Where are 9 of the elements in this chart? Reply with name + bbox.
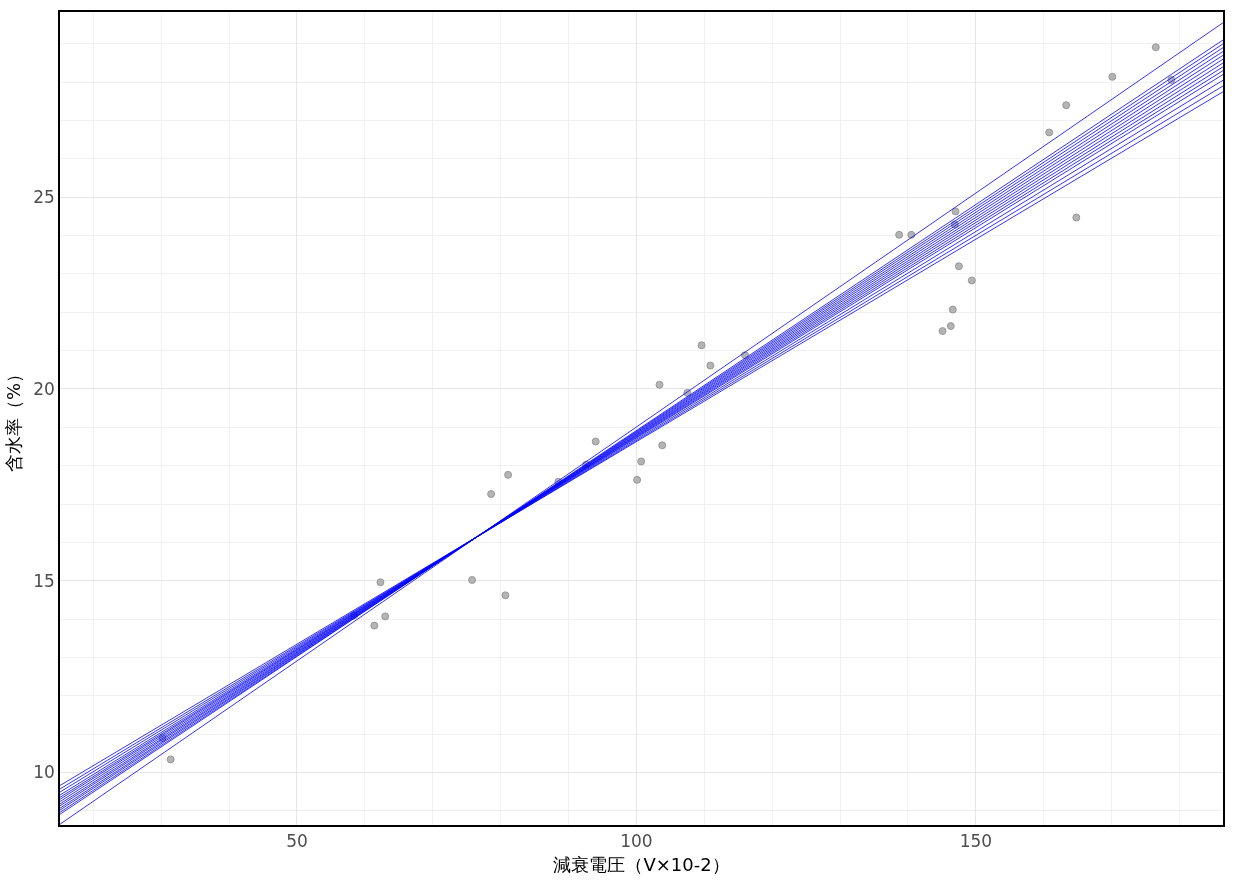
x-axis-title: 減衰電圧（V×10-2） bbox=[553, 853, 730, 875]
x-tick-label: 100 bbox=[620, 831, 653, 852]
x-tick-label: 50 bbox=[286, 831, 308, 852]
y-tick-label: 15 bbox=[33, 570, 55, 591]
x-tick-label: 150 bbox=[959, 831, 993, 852]
y-tick-label: 25 bbox=[33, 187, 55, 208]
y-axis-title: 含水率（%） bbox=[2, 364, 24, 473]
y-tick-label: 20 bbox=[33, 378, 55, 399]
y-tick-label: 10 bbox=[33, 762, 55, 783]
